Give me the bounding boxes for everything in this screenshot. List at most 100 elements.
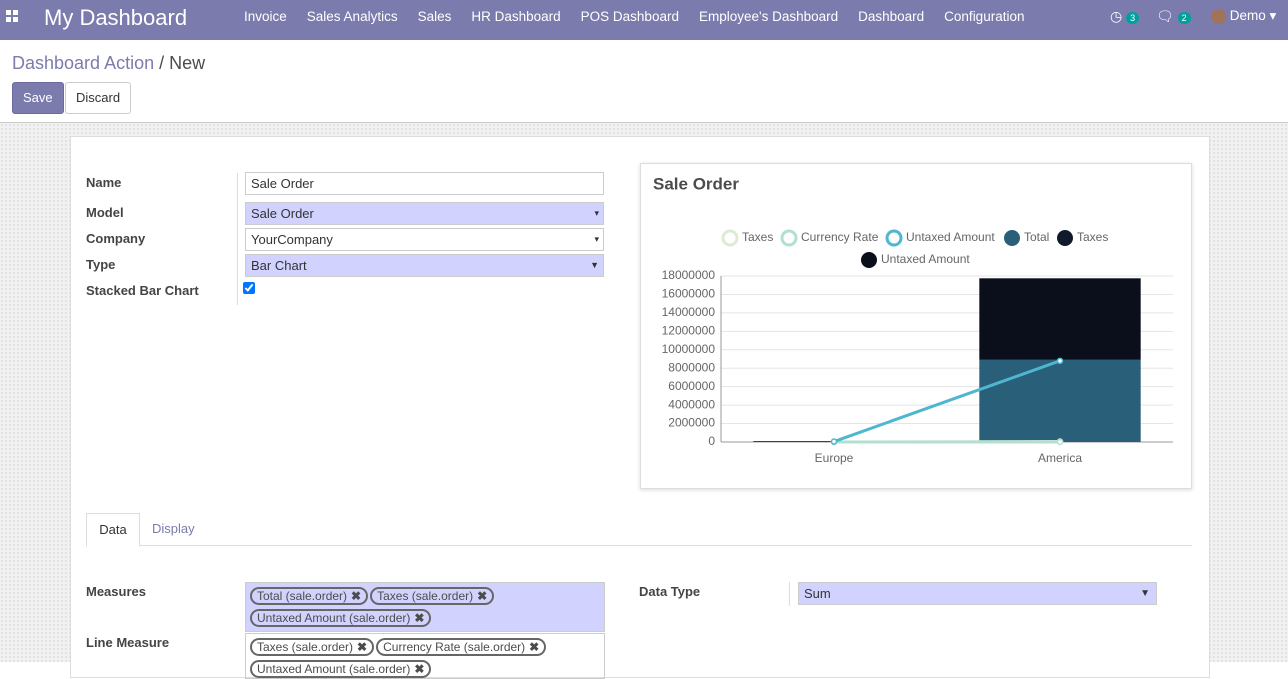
field-label: Data Type xyxy=(639,584,700,599)
dropdown-arrow: ▼ xyxy=(590,255,599,276)
tag[interactable]: Taxes (sale.order) ✖ xyxy=(370,587,494,605)
chart: Sale Order 0 2000000 4000000 6000000 8000000… xyxy=(641,164,1191,488)
messages[interactable]: 🗨 2 xyxy=(1156,8,1191,25)
chart-title: Sale Order xyxy=(653,174,739,193)
tab-active[interactable]: Data xyxy=(86,513,140,547)
y-tick-label: 12000000 xyxy=(662,324,716,338)
menu-item[interactable]: Sales xyxy=(408,9,462,24)
field-label: Type xyxy=(86,257,115,272)
control-panel: Dashboard Action / New Save Discard xyxy=(0,40,1288,123)
tag-remove[interactable]: ✖ xyxy=(477,589,487,603)
tag-text: Untaxed Amount (sale.order) xyxy=(257,662,410,676)
y-tick-label: 16000000 xyxy=(662,287,716,301)
x-tick-label: America xyxy=(1038,451,1082,465)
legend-label: Taxes xyxy=(1077,230,1108,244)
save-button[interactable]: Save xyxy=(12,82,64,114)
y-tick-label: 10000000 xyxy=(662,342,716,356)
tag-remove[interactable]: ✖ xyxy=(414,611,424,625)
menu-item[interactable]: Invoice xyxy=(234,9,297,24)
tag-text: Taxes (sale.order) xyxy=(257,640,353,654)
field-label: Name xyxy=(86,175,121,190)
field-value: Sale Order xyxy=(251,176,314,191)
menu-item[interactable]: POS Dashboard xyxy=(571,9,689,24)
line-point xyxy=(832,439,837,444)
tag-remove[interactable]: ✖ xyxy=(351,589,361,603)
chart-card: Sale Order 0 2000000 4000000 6000000 8000000… xyxy=(640,163,1192,489)
field-value: Bar Chart xyxy=(251,258,307,273)
select-value: Sum xyxy=(804,586,831,601)
field-label: Stacked Bar Chart xyxy=(86,283,199,298)
y-tick-label: 8000000 xyxy=(668,360,715,374)
y-tick-label: 6000000 xyxy=(668,379,715,393)
bar xyxy=(979,360,1140,442)
field-label: Model xyxy=(86,205,124,220)
tag-text: Untaxed Amount (sale.order) xyxy=(257,611,410,625)
line-measure-tags[interactable]: Taxes (sale.order)✖Currency Rate (sale.o… xyxy=(245,633,605,679)
y-tick-label: 4000000 xyxy=(668,397,715,411)
field-value: YourCompany xyxy=(251,232,333,247)
field-input[interactable]: YourCompany ▾ xyxy=(245,228,604,251)
checkbox[interactable] xyxy=(243,282,255,294)
field-input[interactable]: Sale Order ▾ xyxy=(245,202,604,225)
measures-tags[interactable]: Total (sale.order)✖Taxes (sale.order)✖Un… xyxy=(245,582,605,632)
legend-label: Currency Rate xyxy=(801,230,879,244)
tag[interactable]: Untaxed Amount (sale.order) ✖ xyxy=(250,609,431,627)
breadcrumb-link[interactable]: Dashboard Action xyxy=(12,53,154,73)
field-input[interactable]: Bar Chart ▼ xyxy=(245,254,604,277)
dropdown-arrow: ▾ xyxy=(594,203,599,224)
y-tick-label: 2000000 xyxy=(668,416,715,430)
field-label: Measures xyxy=(86,584,146,599)
field-label: Company xyxy=(86,231,145,246)
field-input[interactable]: Sale Order xyxy=(245,172,604,195)
tag[interactable]: Currency Rate (sale.order) ✖ xyxy=(376,638,546,656)
legend-marker xyxy=(1004,230,1020,246)
menu-item[interactable]: HR Dashboard xyxy=(461,9,570,24)
tag-remove[interactable]: ✖ xyxy=(357,640,367,654)
activity[interactable]: ◷ 3 xyxy=(1110,8,1139,25)
menu-item[interactable]: Dashboard xyxy=(848,9,934,24)
user-name: Demo xyxy=(1230,8,1266,23)
legend-marker xyxy=(782,231,796,245)
legend-marker xyxy=(861,252,877,268)
legend-label: Untaxed Amount xyxy=(906,230,995,244)
user-menu[interactable]: Demo ▾ xyxy=(1211,8,1276,24)
breadcrumb-current: New xyxy=(169,53,205,73)
menu-item[interactable]: Employee's Dashboard xyxy=(689,9,848,24)
legend-label: Total xyxy=(1024,230,1049,244)
legend-label: Taxes xyxy=(742,230,773,244)
apps-icon[interactable] xyxy=(6,10,20,24)
tag[interactable]: Untaxed Amount (sale.order) ✖ xyxy=(250,660,431,678)
x-tick-label: Europe xyxy=(815,451,854,465)
bar xyxy=(979,278,1140,359)
tag-remove[interactable]: ✖ xyxy=(414,662,424,676)
dropdown-arrow: ▾ xyxy=(594,229,599,250)
tab-bar: Data Display xyxy=(86,513,1192,546)
tag-text: Total (sale.order) xyxy=(257,589,347,603)
activity-badge: 3 xyxy=(1126,12,1139,24)
legend-label: Untaxed Amount xyxy=(881,252,970,266)
menu-item[interactable]: Configuration xyxy=(934,9,1034,24)
y-tick-label: 0 xyxy=(708,434,715,448)
field-label: Line Measure xyxy=(86,635,169,650)
tab[interactable]: Display xyxy=(152,513,195,545)
tag-remove[interactable]: ✖ xyxy=(529,640,539,654)
brand[interactable]: My Dashboard xyxy=(44,5,187,31)
data-type-select[interactable]: Sum▼ xyxy=(798,582,1157,605)
legend-marker xyxy=(723,231,737,245)
tag[interactable]: Total (sale.order) ✖ xyxy=(250,587,368,605)
line-point xyxy=(1058,358,1063,363)
menu-item[interactable]: Sales Analytics xyxy=(297,9,408,24)
tag-text: Taxes (sale.order) xyxy=(377,589,473,603)
tag-text: Currency Rate (sale.order) xyxy=(383,640,525,654)
breadcrumb: Dashboard Action / New xyxy=(12,53,205,74)
y-tick-label: 14000000 xyxy=(662,305,716,319)
legend-marker xyxy=(887,231,901,245)
line-point xyxy=(1058,440,1063,445)
y-tick-label: 18000000 xyxy=(662,268,716,282)
discard-button[interactable]: Discard xyxy=(65,82,131,114)
field-value: Sale Order xyxy=(251,206,314,221)
tag[interactable]: Taxes (sale.order) ✖ xyxy=(250,638,374,656)
